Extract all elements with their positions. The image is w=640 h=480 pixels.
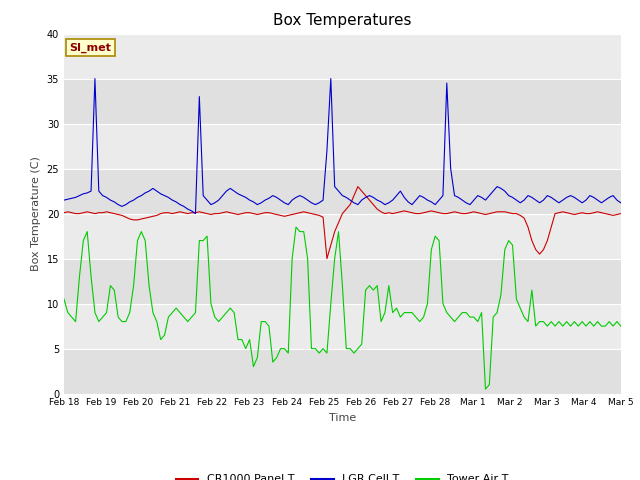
CR1000 Panel T — [617, 211, 625, 216]
Bar — [64, 79, 621, 123]
CR1000 Panel T — [64, 209, 72, 215]
CR1000 Panel T — [323, 256, 331, 262]
LGR Cell T — [64, 196, 72, 202]
LGR Cell T — [87, 188, 95, 194]
LGR Cell T — [91, 76, 99, 82]
Tower Air T — [617, 323, 625, 329]
Tower Air T — [292, 224, 300, 230]
Tower Air T — [586, 319, 594, 324]
CR1000 Panel T — [490, 210, 497, 216]
Text: SI_met: SI_met — [70, 43, 111, 53]
Legend: CR1000 Panel T, LGR Cell T, Tower Air T: CR1000 Panel T, LGR Cell T, Tower Air T — [172, 470, 513, 480]
Title: Box Temperatures: Box Temperatures — [273, 13, 412, 28]
CR1000 Panel T — [586, 211, 594, 216]
Tower Air T — [482, 386, 490, 392]
LGR Cell T — [617, 200, 625, 205]
CR1000 Panel T — [60, 210, 68, 216]
CR1000 Panel T — [389, 211, 397, 216]
Y-axis label: Box Temperature (C): Box Temperature (C) — [31, 156, 41, 271]
Bar — [64, 168, 621, 214]
X-axis label: Time: Time — [329, 413, 356, 423]
LGR Cell T — [505, 192, 513, 199]
Tower Air T — [490, 314, 497, 320]
Line: LGR Cell T: LGR Cell T — [64, 79, 621, 214]
LGR Cell T — [389, 197, 397, 203]
Tower Air T — [87, 274, 95, 279]
Tower Air T — [385, 283, 392, 288]
Bar — [64, 303, 621, 348]
Line: Tower Air T: Tower Air T — [64, 227, 621, 389]
Tower Air T — [505, 238, 513, 243]
Bar — [64, 259, 621, 303]
CR1000 Panel T — [87, 210, 95, 216]
CR1000 Panel T — [505, 210, 513, 216]
Bar — [64, 348, 621, 394]
Tower Air T — [60, 296, 68, 302]
Line: CR1000 Panel T: CR1000 Panel T — [64, 187, 621, 259]
Bar — [64, 214, 621, 259]
LGR Cell T — [586, 192, 594, 199]
Bar — [64, 34, 621, 79]
CR1000 Panel T — [354, 184, 362, 190]
Tower Air T — [64, 310, 72, 315]
Bar — [64, 123, 621, 168]
LGR Cell T — [60, 197, 68, 203]
LGR Cell T — [490, 188, 497, 194]
LGR Cell T — [191, 211, 199, 216]
